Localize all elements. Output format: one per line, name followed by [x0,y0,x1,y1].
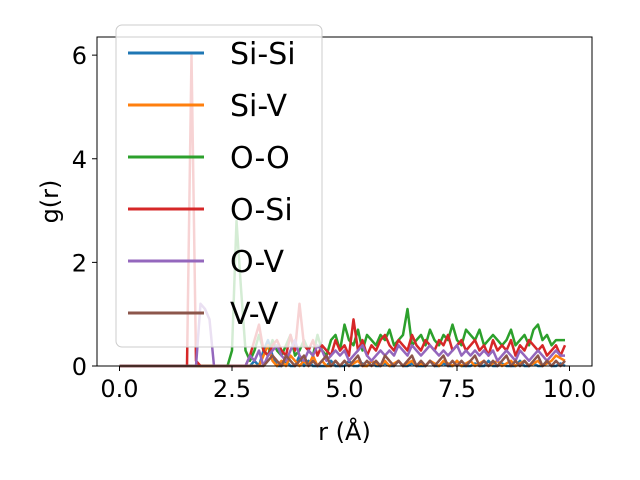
y-tick-label-0: 0 [72,353,87,381]
x-tick-label-1: 2.5 [213,375,251,403]
y-tick-label-2: 4 [72,146,87,174]
legend-label-0: Si-Si [230,37,296,72]
x-tick-label-3: 7.5 [438,375,476,403]
y-tick-label-1: 2 [72,249,87,277]
legend-box [115,24,323,348]
legend-label-3: O-Si [230,193,293,228]
legend: Si-Si Si-V O-O O-Si O-V V-V [115,24,323,348]
x-tick-label-2: 5.0 [325,375,363,403]
y-tick-label-3: 6 [72,42,87,70]
legend-label-4: O-V [230,245,285,280]
ticks-layer: 0.0 2.5 5.0 7.5 10.0 0 2 4 6 [72,42,597,403]
x-tick-label-4: 10.0 [543,375,596,403]
legend-label-2: O-O [230,141,290,176]
legend-label-5: V-V [230,297,279,332]
x-tick-label-0: 0.0 [100,375,138,403]
x-axis-label: r (Å) [318,417,371,446]
y-axis-label: g(r) [36,180,64,224]
legend-label-1: Si-V [230,89,287,124]
